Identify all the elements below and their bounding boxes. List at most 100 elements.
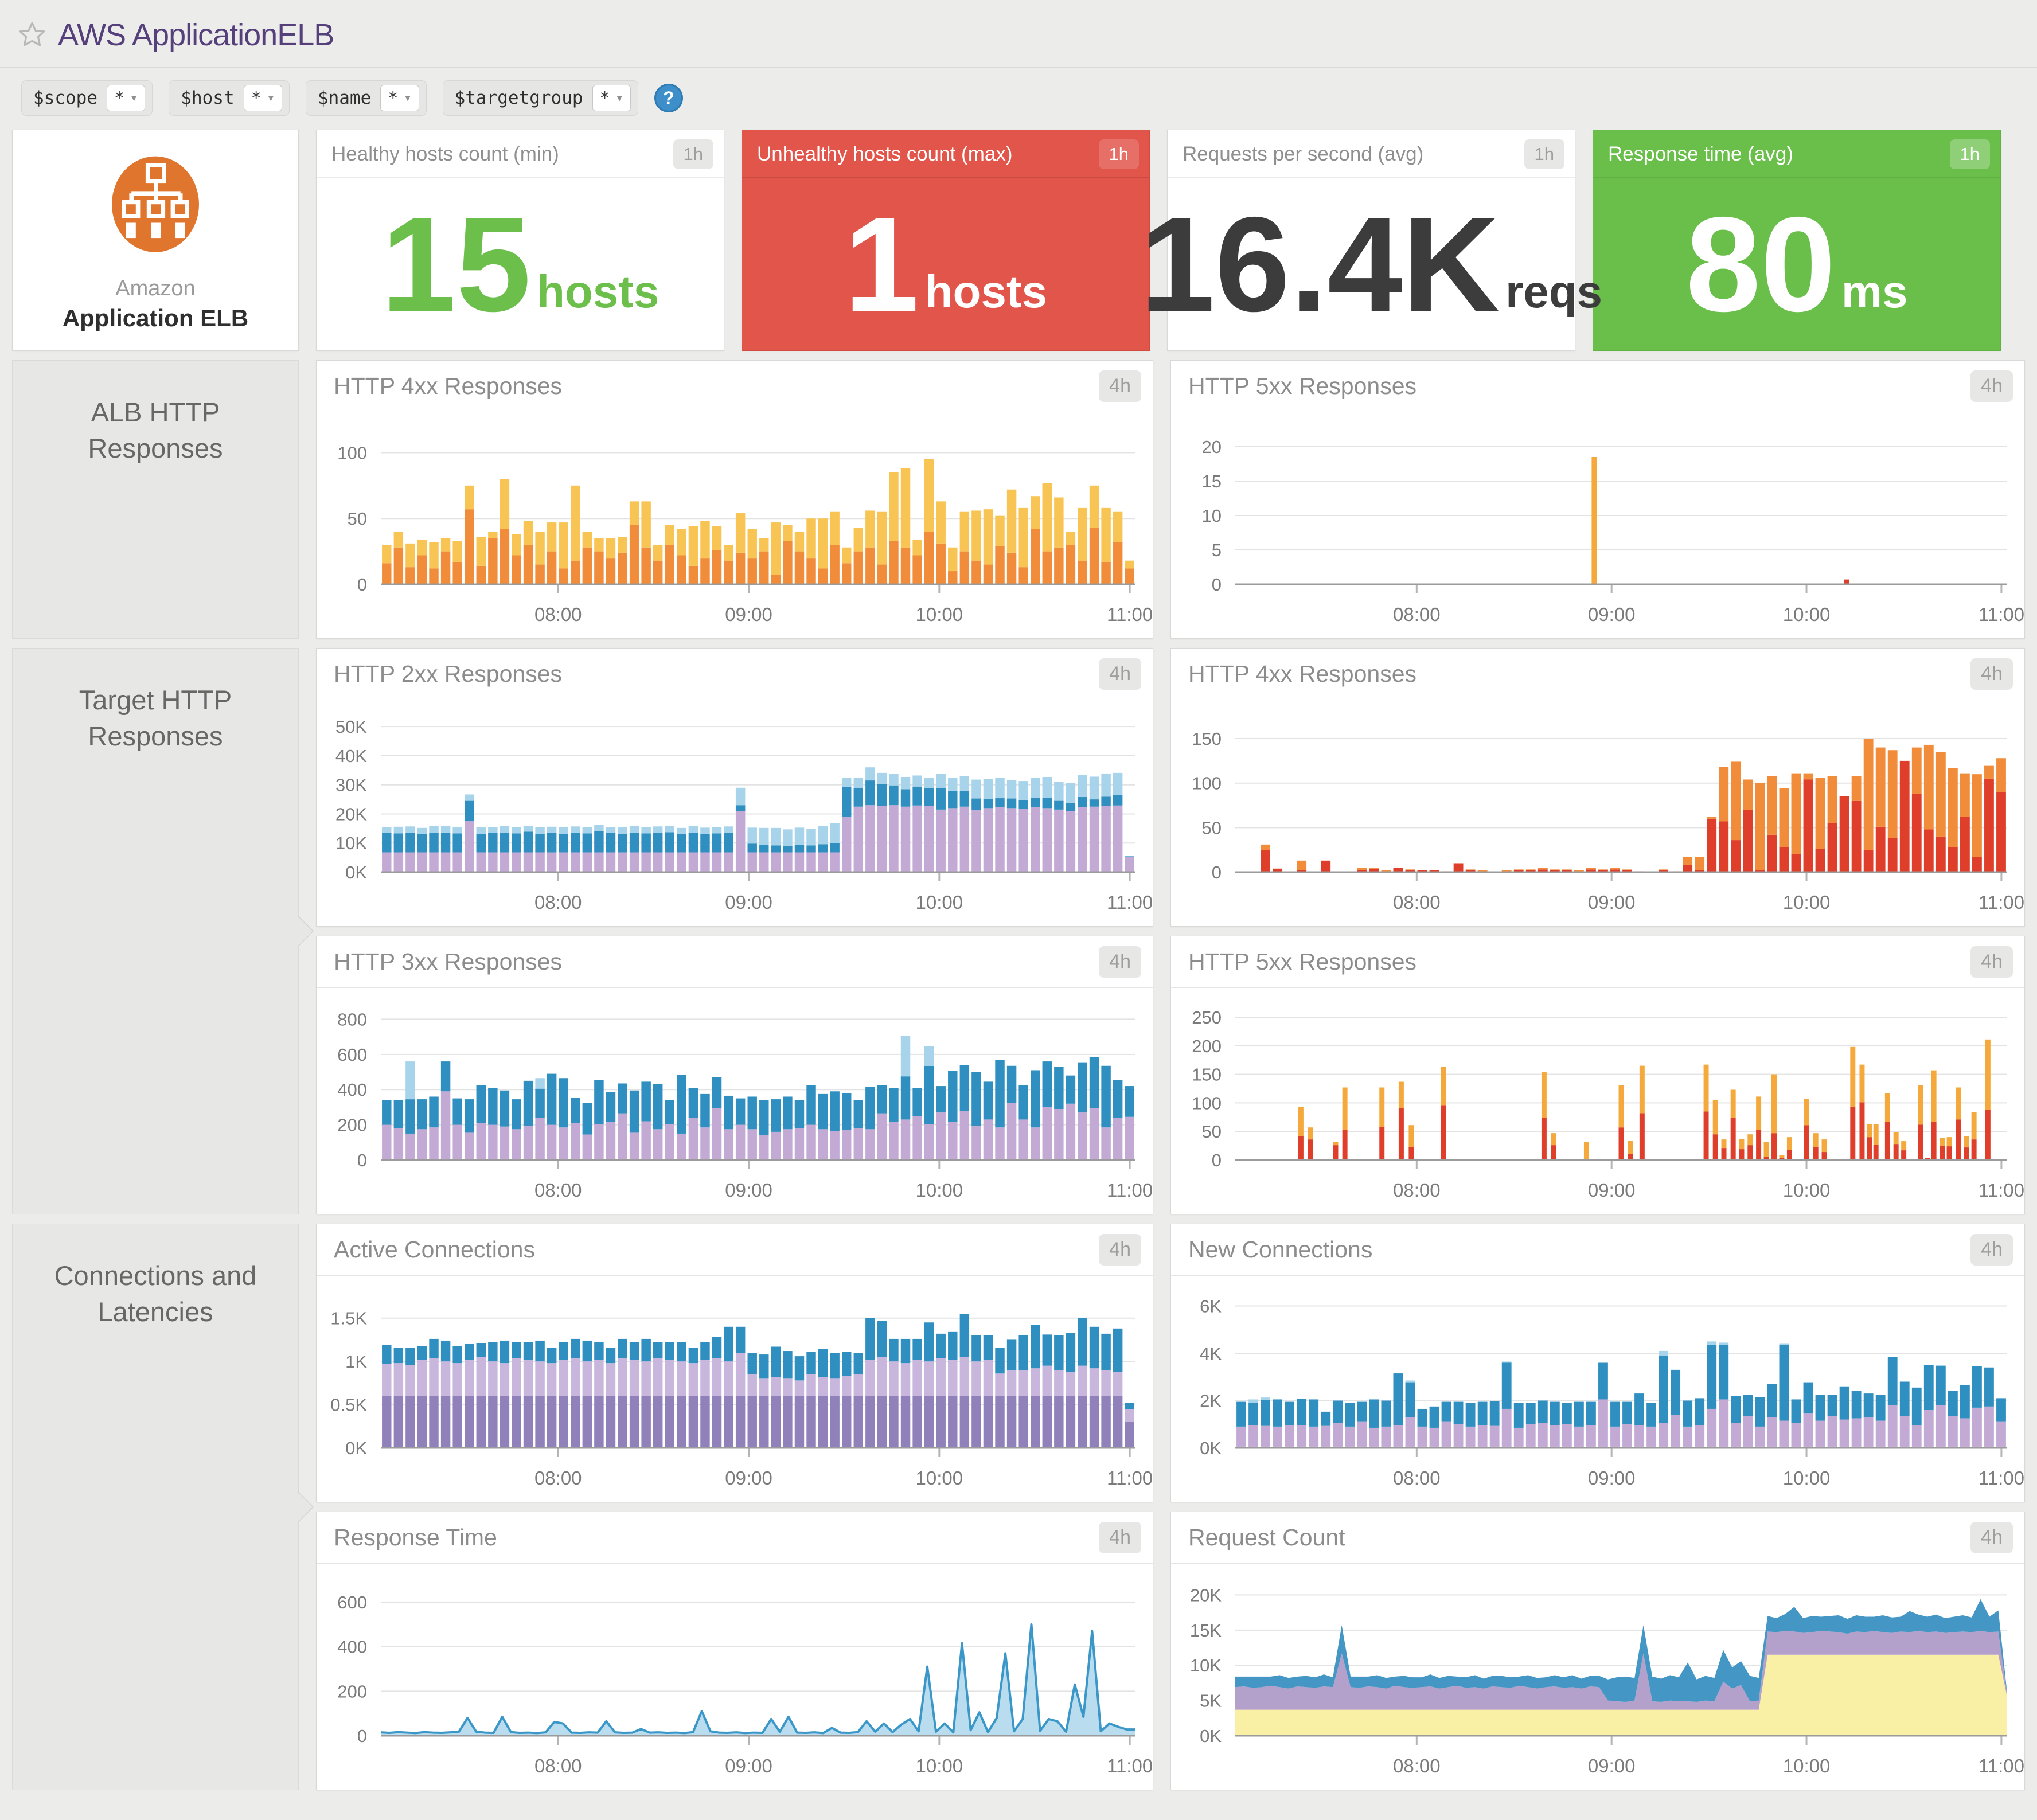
star-icon[interactable]	[18, 21, 46, 49]
svg-text:0: 0	[357, 575, 367, 595]
kpi-label: Healthy hosts count (min)	[331, 143, 559, 165]
svg-text:200: 200	[337, 1681, 367, 1701]
kpi-body: 80 ms	[1593, 178, 2000, 350]
svg-text:30K: 30K	[335, 775, 367, 795]
kpi-label: Unhealthy hosts count (max)	[757, 143, 1013, 165]
timeframe-badge: 1h	[1098, 139, 1139, 169]
svg-text:20K: 20K	[1190, 1585, 1222, 1605]
var-value: *	[114, 88, 125, 108]
var-pill-host[interactable]: $host * ▾	[169, 80, 290, 116]
kpi-label: Response time (avg)	[1608, 143, 1793, 165]
kpi-card-requests-per-second: Requests per second (avg) 1h 16.4K reqs	[1140, 130, 1602, 351]
svg-text:09:00: 09:00	[725, 892, 772, 913]
chart-alb-5xx-canvas[interactable]: 0 5 10 15 20 08:00 09:00 10:00 11:00	[1171, 412, 2024, 638]
svg-text:11:00: 11:00	[1979, 1755, 2024, 1776]
header-divider	[0, 67, 2037, 68]
chart-body: 0 200 400 600 08:00 09:00 10:00 11:00	[317, 1564, 1153, 1790]
timeframe-badge: 4h	[1970, 1522, 2013, 1553]
timeframe-badge: 4h	[1099, 1522, 1141, 1553]
var-name: $targetgroup	[454, 88, 583, 108]
svg-text:10:00: 10:00	[916, 1180, 963, 1201]
chart-title: Request Count	[1188, 1524, 1345, 1550]
chart-head: HTTP 5xx Responses 4h	[1171, 361, 2024, 412]
logo-card: Amazon Application ELB	[12, 130, 299, 351]
kpi-unit: reqs	[1505, 265, 1603, 317]
chart-new-connections-canvas[interactable]: 0K 2K 4K 6K 08:00 09:00 10:00 11:00	[1171, 1276, 2024, 1502]
svg-text:1.5K: 1.5K	[330, 1309, 367, 1329]
chart-body: 0K 0.5K 1K 1.5K 08:00 09:00 10:00 11:00	[317, 1276, 1153, 1502]
svg-text:2K: 2K	[1200, 1391, 1222, 1411]
chart-head: Active Connections 4h	[317, 1224, 1153, 1276]
svg-text:0: 0	[357, 1726, 367, 1746]
svg-text:1K: 1K	[345, 1352, 367, 1372]
chart-card-alb-4xx: HTTP 4xx Responses 4h 0 50 100 08:00 09:00 10…	[316, 360, 1153, 639]
chart-request-count-canvas[interactable]: 0K 5K 10K 15K 20K 08:00 09:00 10:00 11:00	[1171, 1564, 2024, 1790]
chart-target-3xx-canvas[interactable]: 0 200 400 600 800 08:00 09:00 10:00 11:00	[317, 988, 1153, 1214]
var-value-select[interactable]: * ▾	[592, 85, 631, 111]
svg-text:11:00: 11:00	[1979, 604, 2024, 625]
svg-text:09:00: 09:00	[1588, 1180, 1636, 1201]
chart-title: HTTP 4xx Responses	[334, 373, 563, 399]
timeframe-badge: 4h	[1099, 946, 1141, 978]
kpi-card-healthy-hosts: Healthy hosts count (min) 1h 15 hosts	[316, 130, 724, 351]
chart-card-target-2xx: HTTP 2xx Responses 4h 0K 10K 20K 30K 40K 50K 0…	[316, 648, 1153, 927]
timeframe-badge: 4h	[1970, 658, 2013, 690]
svg-text:10: 10	[1202, 506, 1222, 526]
svg-text:09:00: 09:00	[1588, 1755, 1636, 1776]
svg-text:0: 0	[1212, 862, 1222, 882]
logo-brand: Amazon	[115, 276, 196, 300]
svg-text:40K: 40K	[335, 746, 367, 766]
chart-target-5xx-canvas[interactable]: 0 50 100 150 200 250 08:00 09:00 10:00 11:00	[1171, 988, 2024, 1214]
var-pill-name[interactable]: $name * ▾	[305, 80, 427, 116]
chart-active-connections-canvas[interactable]: 0K 0.5K 1K 1.5K 08:00 09:00 10:00 11:00	[317, 1276, 1153, 1502]
chart-card-new-connections: New Connections 4h 0K 2K 4K 6K 08:00 09:00 10:…	[1170, 1224, 2025, 1502]
chart-title: New Connections	[1188, 1236, 1373, 1263]
chart-body: 0K 2K 4K 6K 08:00 09:00 10:00 11:00	[1171, 1276, 2024, 1502]
timeframe-badge: 4h	[1099, 370, 1141, 402]
kpi-value: 15	[381, 189, 532, 339]
timeframe-badge: 4h	[1970, 370, 2013, 402]
chart-alb-4xx-canvas[interactable]: 0 50 100 08:00 09:00 10:00 11:00	[317, 412, 1153, 638]
var-pill-targetgroup[interactable]: $targetgroup * ▾	[442, 80, 638, 116]
var-name: $scope	[33, 88, 97, 108]
chart-response-time-canvas[interactable]: 0 200 400 600 08:00 09:00 10:00 11:00	[317, 1564, 1153, 1790]
svg-text:200: 200	[1192, 1036, 1222, 1056]
kpi-head: Unhealthy hosts count (max) 1h	[742, 130, 1149, 178]
var-value-select[interactable]: * ▾	[106, 85, 146, 111]
svg-text:0.5K: 0.5K	[330, 1395, 367, 1415]
svg-text:08:00: 08:00	[1393, 1467, 1441, 1489]
chevron-down-icon: ▾	[130, 91, 138, 106]
chart-target-2xx-canvas[interactable]: 0K 10K 20K 30K 40K 50K 08:00 09:00 10:00 11:00	[317, 700, 1153, 926]
svg-text:5: 5	[1212, 540, 1222, 560]
var-value-select[interactable]: * ▾	[243, 85, 282, 111]
chart-head: HTTP 2xx Responses 4h	[317, 649, 1153, 700]
chart-target-4xx-canvas[interactable]: 0 50 100 150 08:00 09:00 10:00 11:00	[1171, 700, 2024, 926]
section-arrow-icon	[283, 916, 314, 947]
svg-text:50: 50	[1202, 1122, 1222, 1142]
template-variables-bar: $scope * ▾ $host * ▾ $name * ▾ $targetgr…	[12, 68, 2025, 130]
help-icon[interactable]: ?	[654, 84, 683, 112]
svg-text:09:00: 09:00	[1588, 1467, 1636, 1489]
var-pill-scope[interactable]: $scope * ▾	[21, 80, 153, 116]
chart-body: 0 5 10 15 20 08:00 09:00 10:00 11:00	[1171, 412, 2024, 638]
svg-text:10:00: 10:00	[916, 604, 963, 625]
section-label-text: ALB HTTP Responses	[88, 397, 223, 464]
var-value-select[interactable]: * ▾	[380, 85, 419, 111]
chart-title: HTTP 5xx Responses	[1188, 373, 1417, 399]
section-label-text: Target HTTP Responses	[79, 685, 232, 752]
svg-text:0K: 0K	[345, 862, 367, 882]
svg-text:0: 0	[357, 1150, 367, 1170]
svg-text:6K: 6K	[1200, 1296, 1222, 1317]
svg-text:09:00: 09:00	[725, 604, 772, 625]
svg-text:15K: 15K	[1190, 1620, 1222, 1641]
timeframe-badge: 4h	[1099, 658, 1141, 690]
svg-text:09:00: 09:00	[725, 1467, 772, 1489]
svg-text:08:00: 08:00	[534, 1180, 582, 1201]
kpi-head: Healthy hosts count (min) 1h	[317, 130, 724, 178]
chevron-down-icon: ▾	[615, 91, 623, 106]
svg-text:150: 150	[1192, 1065, 1222, 1085]
svg-text:250: 250	[1192, 1007, 1222, 1028]
svg-text:100: 100	[1192, 1093, 1222, 1113]
svg-text:600: 600	[337, 1045, 367, 1065]
